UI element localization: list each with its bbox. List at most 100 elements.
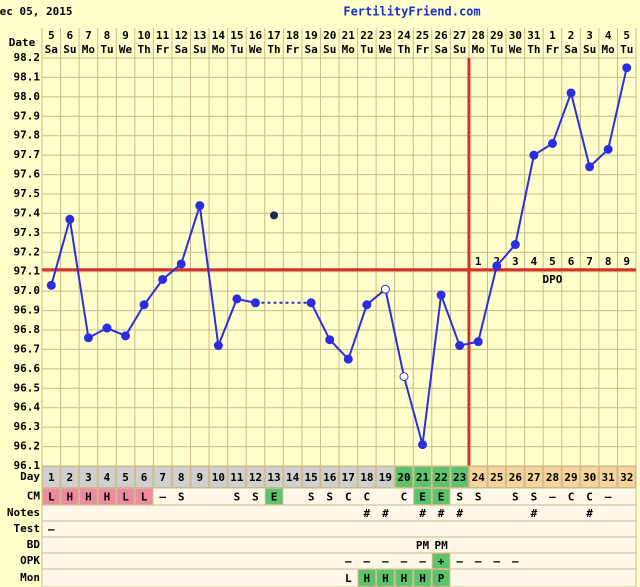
- date-label: 18: [286, 29, 299, 42]
- temp-line: [50, 205, 256, 350]
- temp-point: [176, 259, 186, 269]
- cell-text: S: [531, 491, 538, 504]
- dpo-number: 4: [531, 255, 538, 268]
- temp-point: [529, 150, 539, 160]
- y-tick-label: 96.5: [14, 381, 41, 394]
- cell-text: H: [419, 572, 426, 585]
- weekday-label: Su: [193, 43, 206, 56]
- cell-text: –: [345, 555, 352, 568]
- y-tick-label: 96.6: [14, 362, 41, 375]
- cell-text: –: [401, 555, 408, 568]
- row-label: BD: [27, 538, 41, 551]
- temp-point: [418, 440, 428, 450]
- cell-text: 7: [159, 471, 166, 484]
- cell-text: S: [475, 491, 482, 504]
- cell-text: #: [438, 507, 445, 520]
- date-label: 11: [156, 29, 170, 42]
- date-label: 25: [416, 29, 429, 42]
- cell-text: –: [512, 555, 519, 568]
- temp-point: [213, 341, 223, 351]
- cell-text: L: [122, 491, 129, 504]
- cell-text: –: [493, 555, 500, 568]
- cell-text: #: [364, 507, 371, 520]
- date-label: 15: [230, 29, 243, 42]
- y-tick-label: 97.3: [14, 226, 41, 239]
- cell-text: 24: [472, 471, 486, 484]
- dpo-number: 1: [475, 255, 482, 268]
- cell-text: C: [568, 491, 575, 504]
- date-label: 20: [323, 29, 336, 42]
- y-tick-label: 98.2: [14, 51, 41, 64]
- discarded-point: [270, 211, 279, 220]
- row-label: OPK: [20, 554, 40, 567]
- weekday-label: Th: [137, 43, 150, 56]
- temp-point: [585, 162, 595, 172]
- weekday-label: Tu: [620, 43, 633, 56]
- weekday-label: Tu: [230, 43, 243, 56]
- date-label: 31: [527, 29, 541, 42]
- y-tick-label: 97.7: [14, 148, 41, 161]
- date-label: 27: [453, 29, 466, 42]
- cell-text: E: [271, 491, 278, 504]
- cell-text: 2: [67, 471, 74, 484]
- dpo-number: 5: [549, 255, 556, 268]
- weekday-label: We: [509, 43, 523, 56]
- temp-point: [603, 144, 613, 154]
- y-tick-label: 97.2: [14, 245, 41, 258]
- cell-text: #: [419, 507, 426, 520]
- cell-text: H: [401, 572, 408, 585]
- date-label: 28: [472, 29, 485, 42]
- temp-point: [232, 294, 242, 304]
- cell-text: 15: [305, 471, 318, 484]
- weekday-label: We: [379, 43, 393, 56]
- weekday-label: Su: [323, 43, 336, 56]
- cell-text: 27: [527, 471, 540, 484]
- row-bg: [41, 536, 637, 554]
- cell-text: 12: [249, 471, 262, 484]
- temp-point: [622, 63, 632, 73]
- date-label: 3: [586, 29, 593, 42]
- date-label: 6: [67, 29, 74, 42]
- cell-text: H: [104, 491, 111, 504]
- date-label: 9: [122, 29, 129, 42]
- temp-point: [436, 290, 446, 300]
- y-tick-label: 96.7: [14, 342, 41, 355]
- dpo-number: 3: [512, 255, 519, 268]
- weekday-label: Fr: [156, 43, 170, 56]
- date-label: 14: [212, 29, 226, 42]
- temp-point: [195, 201, 205, 211]
- cell-text: E: [419, 491, 426, 504]
- row-label: Notes: [7, 506, 40, 519]
- cell-text: 8: [178, 471, 185, 484]
- weekday-label: Mo: [212, 43, 226, 56]
- date-label: 22: [360, 29, 373, 42]
- temp-point: [121, 331, 131, 341]
- cell-text: 17: [342, 471, 355, 484]
- cell-text: 3: [85, 471, 92, 484]
- temp-point: [566, 88, 576, 98]
- weekday-label: Sa: [305, 43, 318, 56]
- temp-point: [343, 354, 353, 364]
- cell-text: –: [456, 555, 463, 568]
- y-tick-label: 97.4: [14, 206, 41, 219]
- y-tick-label: 97.1: [14, 265, 41, 278]
- cell-text: P: [438, 572, 445, 585]
- cell-text: +: [438, 555, 445, 568]
- cell-text: 28: [546, 471, 559, 484]
- cell-text: –: [382, 555, 389, 568]
- row-label: Day: [20, 470, 40, 483]
- temp-point: [158, 274, 168, 284]
- temp-line: [310, 67, 628, 445]
- cell-text: 6: [141, 471, 148, 484]
- y-tick-label: 98.1: [14, 70, 41, 83]
- cell-text: H: [67, 491, 74, 504]
- row-bg: [41, 520, 637, 538]
- temp-point: [455, 341, 465, 351]
- weekday-label: Fr: [416, 43, 430, 56]
- date-label: 5: [48, 29, 55, 42]
- date-label: 16: [249, 29, 263, 42]
- weekday-label: Sa: [434, 43, 447, 56]
- date-label: 10: [137, 29, 150, 42]
- dpo-number: 9: [623, 255, 630, 268]
